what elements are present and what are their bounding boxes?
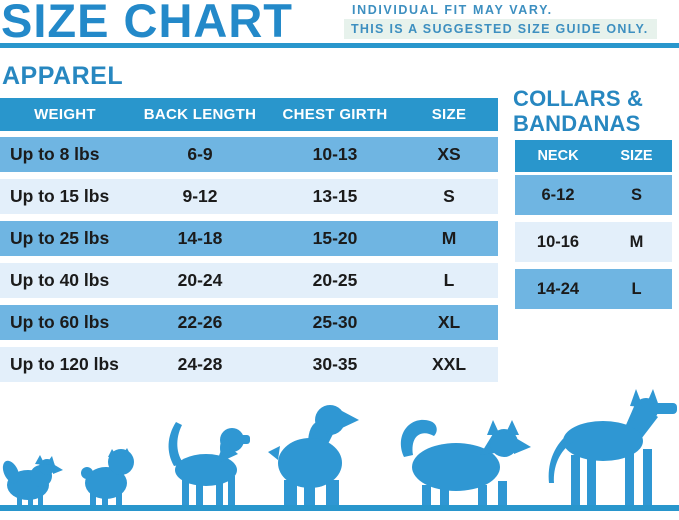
size-cell: M bbox=[629, 232, 644, 251]
size-cell: L bbox=[443, 270, 455, 290]
table-row: 6-12 S bbox=[515, 175, 672, 215]
apparel-size-table: WEIGHT BACK LENGTH CHEST GIRTH SIZE Up t… bbox=[0, 98, 498, 389]
dog-silhouette-great-dane-icon bbox=[545, 389, 679, 505]
chest-girth-cell: 20-25 bbox=[312, 270, 358, 290]
column-header-back-length: BACK LENGTH bbox=[143, 106, 257, 123]
apparel-header-row: WEIGHT BACK LENGTH CHEST GIRTH SIZE bbox=[0, 98, 498, 131]
table-row: Up to 40 lbs 20-24 20-25 L bbox=[0, 263, 498, 298]
size-cell: XXL bbox=[431, 354, 467, 374]
dog-silhouette-cocker-spaniel-icon bbox=[266, 400, 360, 506]
size-cell: L bbox=[631, 279, 642, 298]
collars-bandanas-heading: COLLARS & BANDANAS bbox=[513, 86, 643, 136]
table-row: Up to 8 lbs 6-9 10-13 XS bbox=[0, 137, 498, 172]
collars-header-row: NECK SIZE bbox=[515, 140, 672, 172]
size-cell: XS bbox=[437, 144, 461, 164]
table-row: Up to 60 lbs 22-26 25-30 XL bbox=[0, 305, 498, 340]
column-header-neck: NECK bbox=[537, 148, 579, 164]
table-row: 10-16 M bbox=[515, 222, 672, 262]
back-length-cell: 20-24 bbox=[177, 270, 223, 290]
table-row: Up to 25 lbs 14-18 15-20 M bbox=[0, 221, 498, 256]
dog-silhouette-beagle-icon bbox=[158, 414, 250, 506]
collars-heading-line-1: COLLARS & bbox=[513, 86, 644, 111]
chest-girth-cell: 10-13 bbox=[312, 144, 358, 164]
back-length-cell: 9-12 bbox=[182, 186, 218, 206]
table-row: Up to 120 lbs 24-28 30-35 XXL bbox=[0, 347, 498, 382]
column-header-size: SIZE bbox=[431, 106, 467, 123]
collars-size-table: NECK SIZE 6-12 S 10-16 M 14-24 L bbox=[515, 140, 672, 316]
title-underline bbox=[0, 43, 679, 48]
column-header-weight: WEIGHT bbox=[34, 106, 96, 123]
dog-silhouette-pug-icon bbox=[80, 443, 140, 505]
size-cell: S bbox=[443, 186, 455, 206]
table-row: 14-24 L bbox=[515, 269, 672, 309]
size-cell: M bbox=[441, 228, 457, 248]
neck-cell: 10-16 bbox=[536, 232, 580, 251]
neck-cell: 6-12 bbox=[541, 185, 575, 204]
dog-silhouette-husky-icon bbox=[392, 411, 532, 505]
size-cell: XL bbox=[437, 312, 461, 332]
page-title: SIZE CHART bbox=[1, 0, 293, 47]
back-length-cell: 24-28 bbox=[177, 354, 223, 374]
collars-heading-line-2: BANDANAS bbox=[513, 111, 641, 136]
neck-cell: 14-24 bbox=[536, 279, 580, 298]
chest-girth-cell: 15-20 bbox=[312, 228, 358, 248]
disclaimer-line-2: THIS IS A SUGGESTED SIZE GUIDE ONLY. bbox=[344, 19, 657, 39]
chest-girth-cell: 25-30 bbox=[312, 312, 358, 332]
weight-cell: Up to 40 lbs bbox=[10, 270, 110, 290]
weight-cell: Up to 15 lbs bbox=[10, 186, 110, 206]
chest-girth-cell: 13-15 bbox=[312, 186, 358, 206]
weight-cell: Up to 25 lbs bbox=[10, 228, 110, 248]
weight-cell: Up to 8 lbs bbox=[10, 144, 100, 164]
disclaimer-line-1: INDIVIDUAL FIT MAY VARY. bbox=[352, 3, 553, 17]
dog-silhouette-pomeranian-icon bbox=[2, 452, 64, 506]
back-length-cell: 22-26 bbox=[177, 312, 223, 332]
apparel-heading: APPAREL bbox=[2, 62, 124, 90]
chest-girth-cell: 30-35 bbox=[312, 354, 358, 374]
weight-cell: Up to 60 lbs bbox=[10, 312, 110, 332]
column-header-chest-girth: CHEST GIRTH bbox=[282, 106, 388, 123]
size-cell: S bbox=[630, 185, 642, 204]
weight-cell: Up to 120 lbs bbox=[10, 354, 119, 374]
ground-line bbox=[0, 505, 679, 511]
back-length-cell: 6-9 bbox=[187, 144, 213, 164]
table-row: Up to 15 lbs 9-12 13-15 S bbox=[0, 179, 498, 214]
column-header-size: SIZE bbox=[620, 148, 653, 164]
back-length-cell: 14-18 bbox=[177, 228, 223, 248]
